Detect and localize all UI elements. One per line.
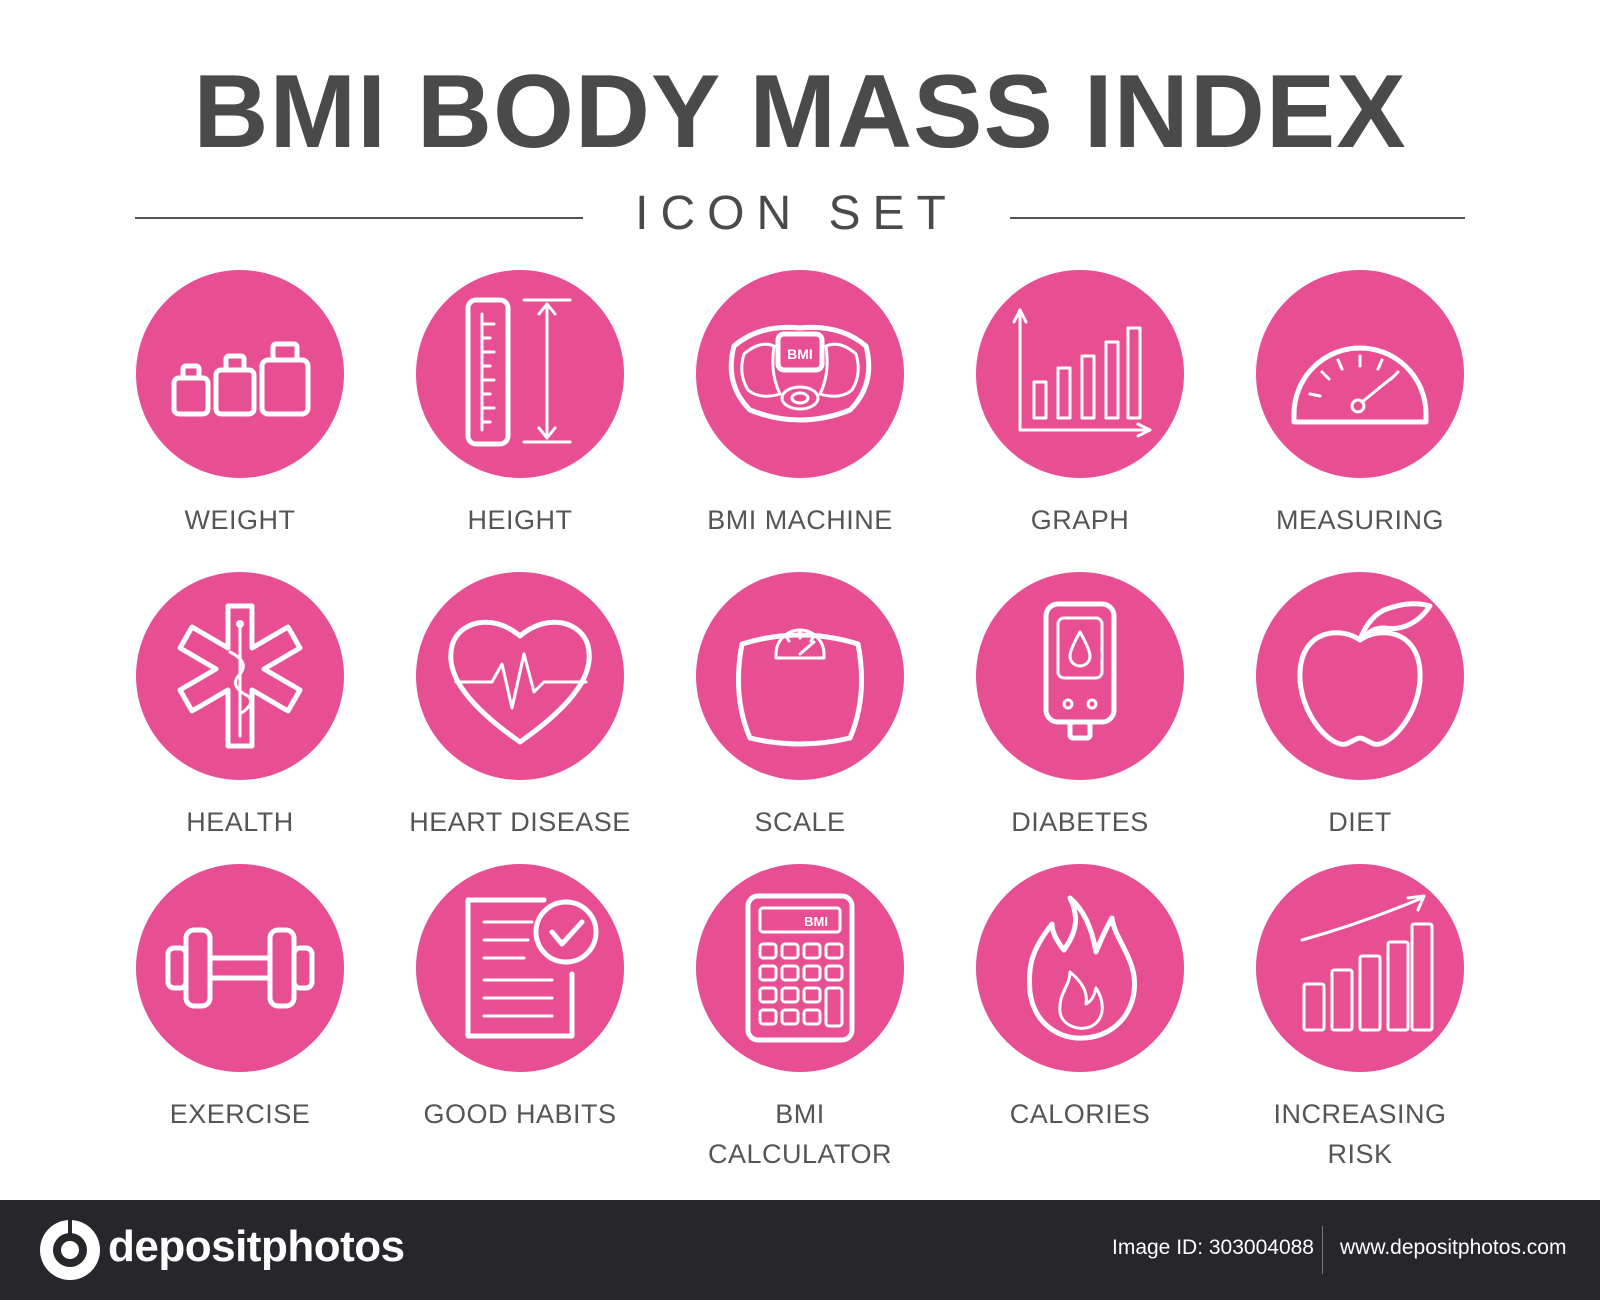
icon-label: HEALTH (186, 807, 294, 837)
calculator-icon: BMI (745, 893, 855, 1043)
icon-tile-increasing-risk: INCREASING RISK (1220, 864, 1500, 1174)
flame-icon (1026, 895, 1137, 1041)
icon-tile-heart-disease: HEART DISEASE (380, 572, 660, 842)
diabetes-circle (976, 572, 1184, 780)
exercise-circle (136, 864, 344, 1072)
scale-circle (696, 572, 904, 780)
increasing-risk-circle (1256, 864, 1464, 1072)
icon-label: BMI CALCULATOR (707, 1099, 893, 1169)
title-rule-right (1010, 217, 1465, 219)
icon-label: DIET (1328, 807, 1392, 837)
health-circle (136, 572, 344, 780)
icon-tile-bmi-calculator: BMI BMI CALCULATOR (660, 864, 940, 1174)
icon-label: DIABETES (1011, 807, 1149, 837)
good-habits-circle (416, 864, 624, 1072)
icon-tile-weight: WEIGHT (100, 270, 380, 540)
icon-tile-graph: GRAPH (940, 270, 1220, 540)
bmi-machine-text: BMI (787, 346, 813, 362)
checklist-icon (465, 897, 599, 1039)
icon-tile-good-habits: GOOD HABITS (380, 864, 660, 1134)
icon-label: SCALE (754, 807, 846, 837)
graph-circle (976, 270, 1184, 478)
diet-circle (1256, 572, 1464, 780)
icon-label: BMI MACHINE (707, 505, 893, 535)
icon-tile-bmi-machine: BMI BMI MACHINE (660, 270, 940, 540)
apple-icon (1297, 601, 1433, 747)
star-of-life-icon (177, 603, 303, 749)
page-subtitle: ICON SET (635, 187, 958, 240)
bmi-machine-circle: BMI (696, 270, 904, 478)
footer-site: www.depositphotos.com (1340, 1236, 1567, 1259)
icon-tile-calories: CALORIES (940, 864, 1220, 1134)
footer-brand: depositphotos (108, 1222, 405, 1271)
bmi-calculator-circle: BMI (696, 864, 904, 1072)
calculator-display-text: BMI (804, 914, 828, 929)
icon-label: MEASURING (1275, 505, 1445, 535)
icon-label: HEIGHT (467, 505, 573, 535)
icon-label: HEART DISEASE (409, 807, 631, 837)
icon-tile-height: HEIGHT (380, 270, 660, 540)
heart-disease-circle (416, 572, 624, 780)
weight-circle (136, 270, 344, 478)
calories-circle (976, 864, 1184, 1072)
footer-bar: depositphotos Image ID: 303004088 www.de… (0, 1200, 1600, 1300)
icon-tile-health: HEALTH (100, 572, 380, 842)
icon-label: EXERCISE (169, 1099, 311, 1129)
footer-divider (1322, 1226, 1323, 1274)
icon-tile-scale: SCALE (660, 572, 940, 842)
measuring-circle (1256, 270, 1464, 478)
weights-icon (171, 341, 311, 417)
bar-graph-icon (1012, 308, 1152, 438)
dumbbell-icon (165, 927, 315, 1009)
gauge-icon (1291, 345, 1429, 425)
ruler-height-icon (465, 297, 572, 447)
icon-label: GOOD HABITS (423, 1099, 617, 1129)
icon-label: WEIGHT (184, 505, 296, 535)
page-title: BMI BODY MASS INDEX (193, 54, 1407, 170)
icon-tile-exercise: EXERCISE (100, 864, 380, 1134)
icon-tile-diabetes: DIABETES (940, 572, 1220, 842)
icon-label: GRAPH (1030, 505, 1130, 535)
rising-chart-icon (1300, 894, 1434, 1032)
bathroom-scale-icon (735, 628, 865, 747)
icon-tile-diet: DIET (1220, 572, 1500, 842)
heart-pulse-icon (448, 619, 592, 745)
icon-label: CALORIES (1009, 1099, 1151, 1129)
bmi-machine-icon: BMI (728, 324, 872, 423)
glucometer-icon (1043, 601, 1117, 741)
depositphotos-logo-icon (40, 1218, 100, 1280)
icon-label: INCREASING RISK (1273, 1099, 1447, 1169)
title-rule-left (135, 217, 583, 219)
height-circle (416, 270, 624, 478)
icon-tile-measuring: MEASURING (1220, 270, 1500, 540)
footer-image-id: Image ID: 303004088 (1112, 1236, 1314, 1259)
